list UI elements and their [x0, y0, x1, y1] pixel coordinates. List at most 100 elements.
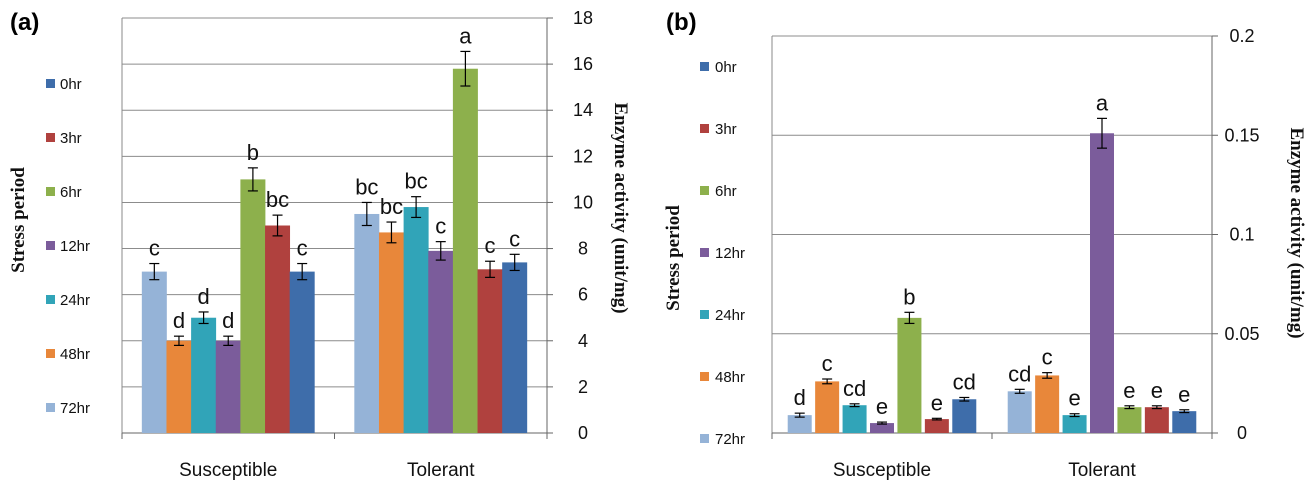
legend-swatch	[700, 248, 709, 257]
significance-letter: a	[1096, 90, 1109, 115]
bar-12hr-susceptible	[870, 423, 894, 433]
legend-swatch	[46, 241, 55, 250]
y-tick-label: 0	[1237, 423, 1247, 443]
panel-label: (b)	[666, 9, 697, 36]
y-tick-label: 0.2	[1229, 26, 1254, 46]
y-tick-label: 8	[578, 239, 588, 259]
category-label: Susceptible	[833, 460, 931, 481]
bar-24hr-susceptible	[842, 405, 867, 433]
bar-6hr-susceptible	[897, 317, 922, 433]
legend-entry: 48hr	[715, 369, 745, 386]
significance-letter: bc	[404, 169, 427, 194]
bar-6hr-tolerant	[452, 68, 478, 433]
chart-panel-a: (a)024681012141618cdddbbccSusceptiblebcb…	[8, 8, 631, 481]
legend-swatch	[46, 187, 55, 196]
significance-letter: d	[794, 385, 806, 410]
significance-letter: e	[1151, 378, 1163, 403]
legend-entry: 0hr	[60, 76, 82, 93]
legend-entry: 6hr	[715, 183, 737, 200]
significance-letter: e	[1068, 386, 1080, 411]
legend-swatch	[700, 434, 709, 443]
legend-swatch	[46, 349, 55, 358]
legend-title: Stress period	[8, 167, 29, 273]
significance-letter: c	[509, 226, 520, 251]
legend-entry: 3hr	[715, 121, 737, 138]
significance-letter: c	[297, 236, 308, 261]
legend-entry: 12hr	[60, 238, 90, 255]
legend-swatch	[46, 79, 55, 88]
bar-6hr-susceptible	[240, 179, 266, 433]
significance-letter: cd	[953, 369, 976, 394]
legend-entry: 12hr	[715, 245, 745, 262]
legend-swatch	[46, 295, 55, 304]
y-tick-label: 0	[578, 423, 588, 443]
significance-letter: c	[435, 214, 446, 239]
y-tick-label: 10	[573, 192, 593, 212]
significance-letter: cd	[843, 376, 866, 401]
significance-letter: d	[173, 308, 185, 333]
y-tick-label: 18	[573, 8, 593, 28]
legend-entry: 3hr	[60, 130, 82, 147]
panel-label: (a)	[10, 9, 39, 36]
legend-swatch	[700, 372, 709, 381]
y-tick-label: 12	[573, 146, 593, 166]
significance-letter: e	[876, 394, 888, 419]
significance-letter: e	[1123, 378, 1135, 403]
y-tick-label: 16	[573, 54, 593, 74]
chart-panel-b: (b)00.050.10.150.2dccdebecdSusceptiblecd…	[663, 9, 1307, 481]
y-tick-label: 2	[578, 377, 588, 397]
bar-24hr-tolerant	[1062, 415, 1087, 433]
bar-3hr-tolerant	[477, 269, 503, 433]
legend-entry: 24hr	[715, 307, 745, 324]
significance-letter: c	[1042, 345, 1053, 370]
bar-72hr-susceptible	[787, 415, 812, 433]
legend-title: Stress period	[663, 205, 684, 311]
legend-entry: 48hr	[60, 346, 90, 363]
significance-letter: e	[1178, 382, 1190, 407]
bar-48hr-susceptible	[166, 340, 192, 433]
y-axis-label: Enzyme activity (unit/mg)	[1286, 127, 1307, 338]
significance-letter: d	[197, 284, 209, 309]
significance-letter: bc	[266, 187, 289, 212]
legend-entry: 72hr	[715, 431, 745, 448]
significance-letter: b	[903, 284, 915, 309]
bar-12hr-tolerant	[428, 250, 454, 433]
bar-3hr-susceptible	[924, 419, 949, 433]
legend-swatch	[700, 310, 709, 319]
y-tick-label: 6	[578, 285, 588, 305]
significance-letter: c	[149, 236, 160, 261]
legend-entry: 6hr	[60, 184, 82, 201]
category-label: Susceptible	[179, 460, 277, 481]
y-tick-label: 0.1	[1229, 225, 1254, 245]
significance-letter: bc	[355, 174, 378, 199]
legend-swatch	[46, 133, 55, 142]
bar-24hr-susceptible	[191, 317, 217, 433]
significance-letter: a	[459, 23, 472, 48]
y-tick-label: 14	[573, 100, 593, 120]
significance-letter: c	[822, 351, 833, 376]
bar-72hr-tolerant	[354, 213, 380, 433]
bar-6hr-tolerant	[1117, 407, 1142, 433]
bar-72hr-tolerant	[1007, 391, 1032, 433]
bar-12hr-tolerant	[1090, 133, 1114, 433]
bar-48hr-tolerant	[378, 232, 404, 433]
bar-48hr-susceptible	[815, 381, 840, 433]
significance-letter: b	[247, 140, 259, 165]
significance-letter: bc	[380, 194, 403, 219]
y-tick-label: 4	[578, 331, 588, 351]
bar-0hr-tolerant	[502, 262, 528, 433]
legend-entry: 0hr	[715, 59, 737, 76]
bar-0hr-susceptible	[952, 399, 977, 433]
category-label: Tolerant	[1068, 460, 1136, 481]
y-axis-label: Enzyme activity (unit/mg)	[610, 102, 631, 313]
bar-24hr-tolerant	[403, 207, 429, 433]
bar-12hr-susceptible	[215, 340, 241, 433]
legend-entry: 72hr	[60, 400, 90, 417]
significance-letter: c	[485, 233, 496, 258]
bar-3hr-susceptible	[265, 225, 291, 433]
significance-letter: d	[222, 308, 234, 333]
category-label: Tolerant	[407, 460, 475, 481]
legend-swatch	[700, 186, 709, 195]
bar-72hr-susceptible	[141, 271, 167, 433]
